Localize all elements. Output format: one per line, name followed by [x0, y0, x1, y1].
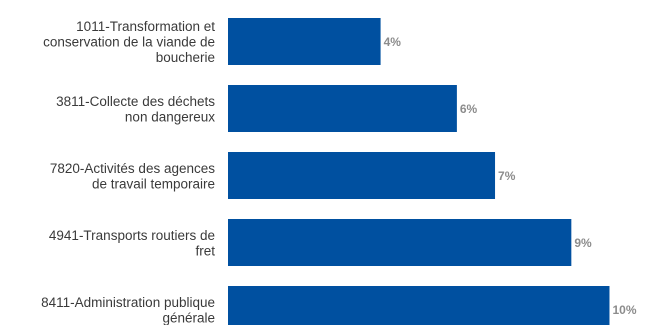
- bar-1: [228, 18, 381, 65]
- category-label-2: 3811-Collecte des déchets non dangereux: [56, 94, 215, 125]
- category-label-line: 7820-Activités des agences: [50, 161, 215, 176]
- bar-4: [228, 219, 572, 266]
- bar-5: [228, 286, 610, 325]
- category-labels: 1011-Transformation et conservation de la…: [41, 19, 215, 325]
- value-labels: 4% 6% 7% 9% 10%: [384, 35, 637, 317]
- category-label-line: fret: [195, 243, 215, 258]
- category-label-1: 1011-Transformation et conservation de la…: [43, 19, 215, 65]
- bar-3: [228, 152, 496, 199]
- value-label-1: 4%: [384, 35, 402, 49]
- category-label-line: conservation de la viande de: [43, 35, 215, 50]
- category-label-line: boucherie: [156, 50, 215, 65]
- category-label-4: 4941-Transports routiers de fret: [49, 228, 215, 259]
- category-label-line: de travail temporaire: [92, 176, 215, 191]
- category-label-line: 8411-Administration publique: [41, 295, 215, 310]
- value-label-4: 9%: [574, 236, 592, 250]
- category-label-line: 1011-Transformation et: [76, 19, 215, 34]
- category-label-line: 3811-Collecte des déchets: [56, 94, 215, 109]
- category-label-3: 7820-Activités des agences de travail tem…: [50, 161, 215, 192]
- category-label-line: 4941-Transports routiers de: [49, 228, 215, 243]
- bars-layer: [228, 18, 610, 325]
- value-label-2: 6%: [460, 102, 478, 116]
- bar-2: [228, 85, 457, 132]
- category-label-line: non dangereux: [125, 109, 215, 124]
- category-label-5: 8411-Administration publique générale: [41, 295, 215, 325]
- category-label-line: générale: [162, 310, 215, 325]
- value-label-5: 10%: [612, 303, 636, 317]
- value-label-3: 7%: [498, 169, 516, 183]
